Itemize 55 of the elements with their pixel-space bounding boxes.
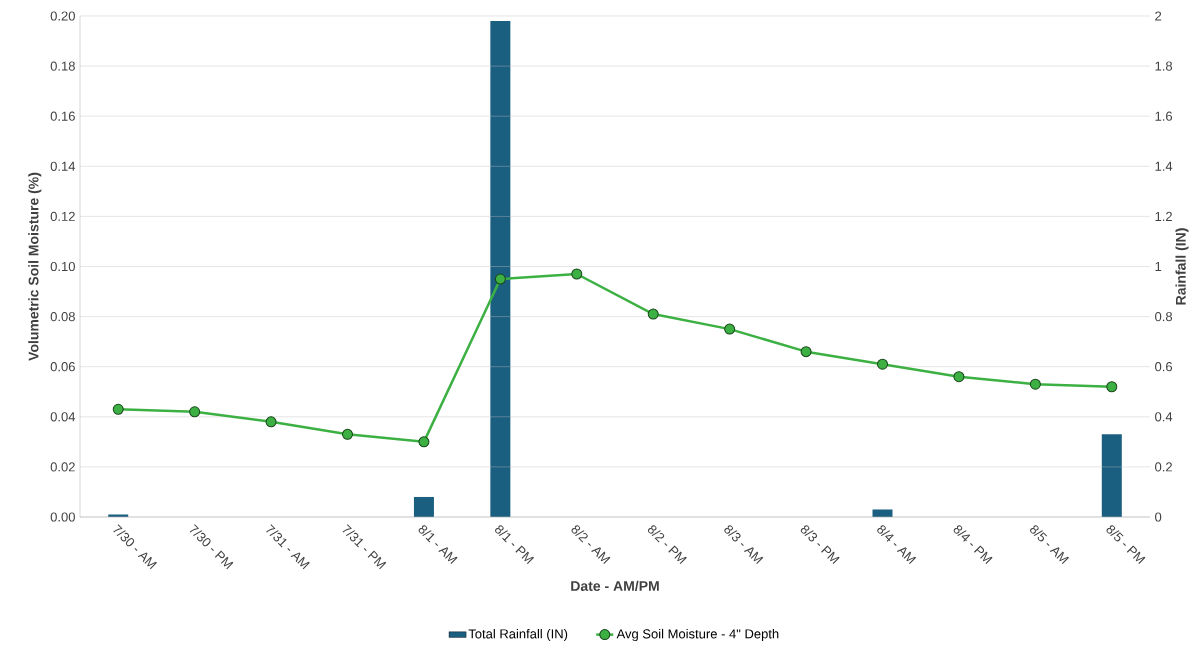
y-tick-label: 0.18 — [50, 61, 75, 71]
point — [189, 406, 201, 418]
y-tick-label: 0.04 — [50, 412, 76, 422]
point — [494, 273, 506, 285]
point — [1106, 381, 1118, 393]
y-tick-label: 0.02 — [50, 462, 75, 472]
y2-tick-label: 0.6 — [1155, 362, 1173, 372]
y2-tick-label: 1.2 — [1155, 211, 1172, 221]
x-tick-label: 8/1 - PM — [495, 525, 535, 565]
y2-tick-label: 1.8 — [1155, 61, 1173, 71]
x-axis-title: Date - AM/PM — [571, 580, 659, 592]
x-tick-label: 8/4 - AM — [877, 525, 917, 565]
point — [1029, 378, 1041, 390]
point — [800, 346, 812, 358]
y2-tick-label: 1 — [1155, 262, 1162, 271]
y2-tick-label: 0 — [1155, 512, 1162, 522]
y-tick-label: 0.12 — [50, 211, 75, 221]
point — [953, 371, 965, 383]
x-tick-label: 8/3 - PM — [800, 525, 840, 565]
point — [418, 436, 430, 448]
y2-axis-title: Rainfall (IN) — [1175, 228, 1189, 305]
point — [647, 308, 659, 320]
y2-tick-label: 1.6 — [1155, 111, 1173, 121]
y-tick-label: 0.08 — [50, 311, 75, 322]
y-tick-label: 0.20 — [50, 11, 75, 21]
y2-tick-label: 0.2 — [1155, 462, 1172, 472]
x-tick-label: 8/5 - AM — [1030, 525, 1070, 565]
y-axis-title: Volumetric Soil Moisture (%) — [28, 172, 42, 361]
point — [877, 358, 889, 370]
bar — [413, 496, 434, 517]
y2-tick-label: 1.4 — [1155, 161, 1173, 171]
legend-label: Avg Soil Moisture - 4" Depth — [616, 628, 779, 642]
legend-label: Total Rainfall (IN) — [468, 628, 568, 642]
y-tick-label: 0.10 — [50, 261, 75, 272]
y-tick-label: 0.16 — [50, 111, 75, 121]
point — [265, 416, 277, 428]
point — [112, 403, 124, 415]
bar — [1101, 434, 1122, 517]
x-tick-label: 8/5 - PM — [1106, 525, 1146, 565]
x-tick-label: 8/4 - PM — [953, 525, 993, 565]
x-tick-label: 8/3 - AM — [724, 525, 764, 565]
y2-tick-label: 2 — [1155, 11, 1162, 21]
y2-tick-label: 0.8 — [1155, 311, 1173, 322]
y-tick-label: 0.06 — [50, 362, 75, 372]
bar — [872, 509, 893, 517]
point — [571, 268, 583, 280]
x-tick-label: 8/2 - PM — [647, 525, 687, 565]
y-tick-label: 0.00 — [50, 512, 75, 522]
point — [342, 428, 353, 440]
x-tick-label: 8/1 - AM — [418, 525, 458, 565]
bar — [490, 21, 511, 517]
y-tick-label: 0.14 — [50, 161, 76, 171]
x-tick-label: 8/2 - AM — [571, 525, 611, 565]
y2-tick-label: 0.4 — [1155, 412, 1173, 422]
point — [724, 323, 736, 335]
